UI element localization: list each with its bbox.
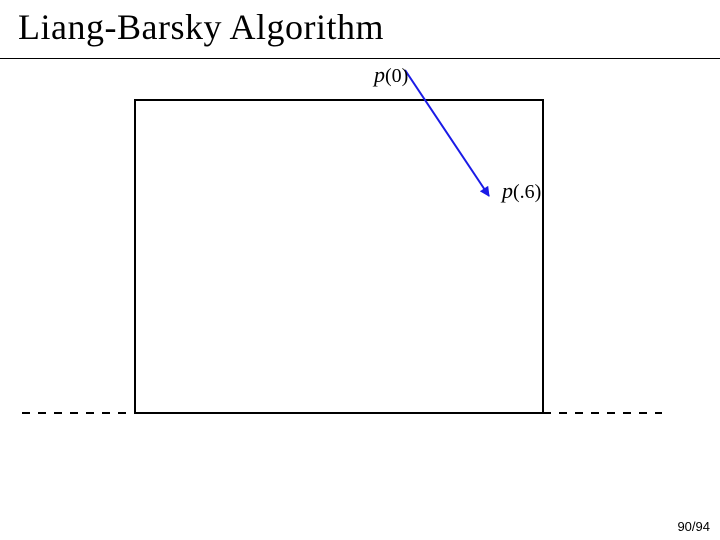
diagram-svg [0,58,720,498]
diagram-stage: p(0) p(.6) [0,58,720,498]
page-title: Liang-Barsky Algorithm [18,6,384,48]
label-p06: p(.6) [502,178,541,204]
label-p0: p(0) [374,62,408,88]
page-number: 90/94 [677,519,710,534]
label-p06-arg: (.6) [513,181,541,203]
label-p0-p: p [374,62,385,87]
label-p0-arg: (0) [385,65,408,87]
label-p06-p: p [502,178,513,203]
